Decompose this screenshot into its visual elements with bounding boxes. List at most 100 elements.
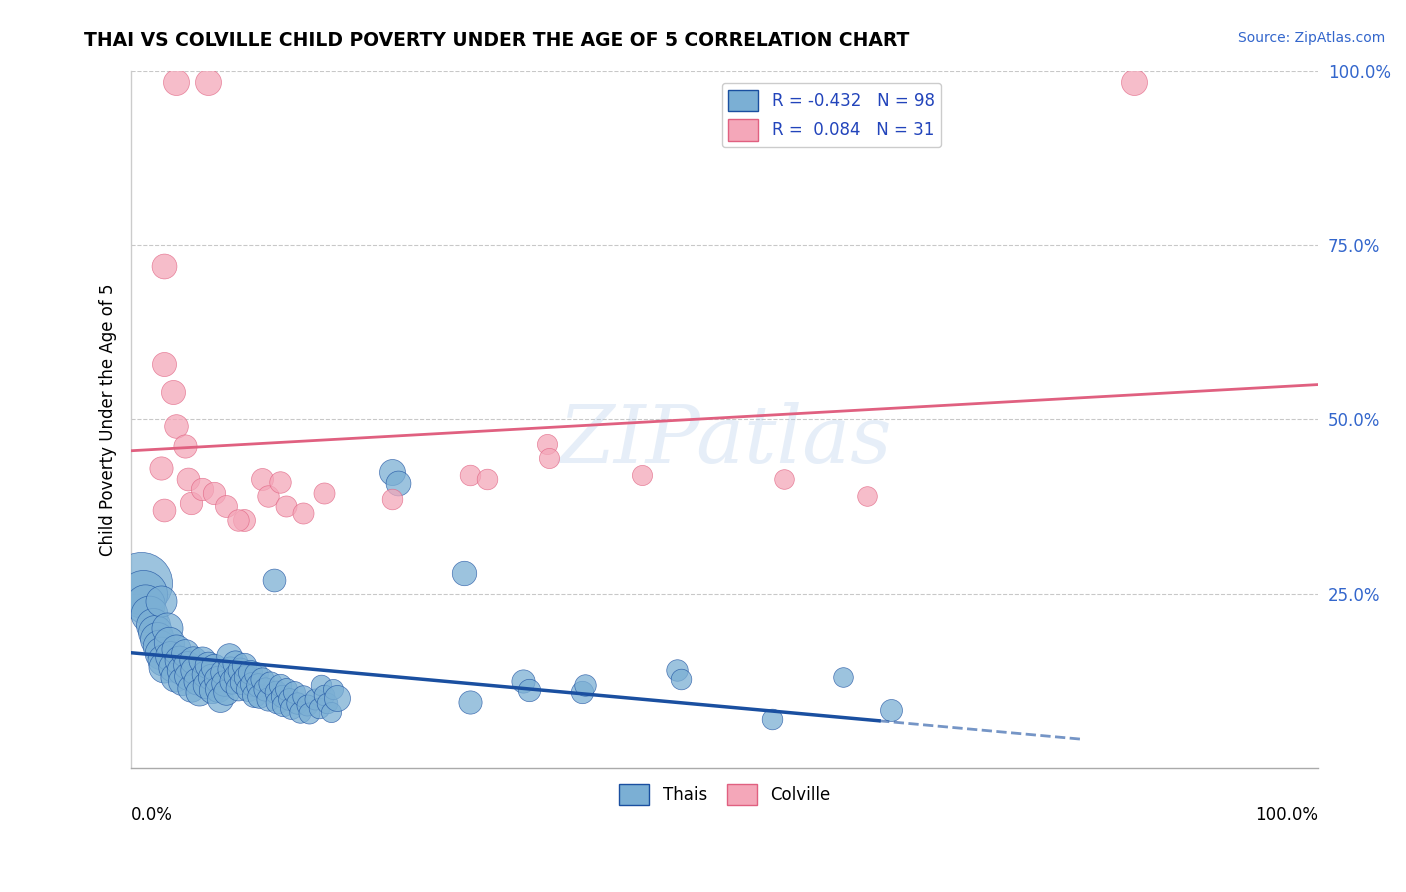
Point bbox=[387, 476, 409, 491]
Point bbox=[153, 659, 176, 673]
Point bbox=[170, 663, 193, 677]
Point bbox=[176, 657, 198, 672]
Point bbox=[538, 450, 561, 465]
Point bbox=[138, 607, 160, 622]
Point bbox=[167, 653, 190, 667]
Point bbox=[832, 670, 855, 684]
Point bbox=[177, 669, 200, 683]
Point bbox=[269, 475, 291, 489]
Point bbox=[194, 666, 217, 681]
Point bbox=[156, 621, 179, 635]
Point bbox=[247, 678, 270, 692]
Point bbox=[512, 673, 534, 688]
Point bbox=[264, 685, 287, 699]
Point bbox=[153, 259, 176, 273]
Point bbox=[319, 705, 342, 719]
Point bbox=[453, 566, 475, 580]
Point bbox=[212, 675, 235, 690]
Point bbox=[233, 657, 256, 672]
Legend: Thais, Colville: Thais, Colville bbox=[613, 777, 837, 812]
Point bbox=[236, 681, 259, 696]
Point bbox=[242, 688, 264, 702]
Point bbox=[856, 489, 879, 503]
Point bbox=[666, 663, 689, 677]
Point bbox=[1123, 74, 1146, 88]
Point bbox=[197, 657, 219, 672]
Point bbox=[266, 694, 288, 708]
Point bbox=[571, 685, 593, 699]
Point bbox=[298, 706, 321, 721]
Point bbox=[316, 696, 339, 710]
Text: 0.0%: 0.0% bbox=[131, 806, 173, 824]
Point bbox=[274, 500, 297, 514]
Point bbox=[165, 642, 187, 657]
Point bbox=[283, 685, 305, 699]
Point bbox=[325, 691, 347, 706]
Point bbox=[322, 681, 344, 696]
Text: Source: ZipAtlas.com: Source: ZipAtlas.com bbox=[1237, 31, 1385, 45]
Point bbox=[207, 681, 229, 696]
Point bbox=[224, 657, 246, 671]
Point bbox=[159, 649, 181, 664]
Point bbox=[761, 712, 783, 726]
Point bbox=[149, 646, 172, 660]
Point bbox=[226, 681, 249, 695]
Point bbox=[278, 692, 301, 706]
Point bbox=[292, 507, 315, 521]
Point bbox=[173, 439, 195, 453]
Point bbox=[295, 698, 318, 712]
Point bbox=[172, 673, 194, 688]
Point bbox=[536, 436, 558, 450]
Point bbox=[162, 384, 184, 399]
Point bbox=[129, 576, 152, 591]
Point bbox=[162, 659, 184, 673]
Point bbox=[271, 698, 294, 712]
Point bbox=[259, 675, 281, 690]
Point bbox=[209, 692, 232, 706]
Point bbox=[249, 689, 271, 703]
Point bbox=[226, 513, 249, 527]
Point bbox=[381, 465, 404, 479]
Point bbox=[205, 672, 228, 686]
Point bbox=[153, 503, 176, 517]
Point bbox=[180, 681, 202, 695]
Point bbox=[146, 632, 169, 646]
Point bbox=[187, 685, 209, 699]
Point bbox=[221, 673, 243, 688]
Point bbox=[250, 472, 273, 486]
Point bbox=[165, 419, 187, 434]
Point bbox=[254, 681, 277, 696]
Point bbox=[215, 685, 238, 699]
Point bbox=[218, 662, 240, 676]
Point bbox=[287, 696, 309, 710]
Point bbox=[202, 485, 225, 500]
Point bbox=[233, 513, 256, 527]
Text: 100.0%: 100.0% bbox=[1256, 806, 1319, 824]
Point bbox=[165, 74, 187, 88]
Point bbox=[202, 659, 225, 673]
Point bbox=[149, 593, 172, 607]
Point bbox=[143, 624, 166, 639]
Point bbox=[153, 357, 176, 371]
Point bbox=[231, 675, 253, 690]
Point bbox=[218, 649, 240, 664]
Point bbox=[288, 705, 311, 719]
Point bbox=[669, 672, 692, 686]
Point bbox=[195, 678, 218, 692]
Point bbox=[215, 500, 238, 514]
Point bbox=[240, 677, 263, 691]
Point bbox=[180, 496, 202, 510]
Point bbox=[173, 646, 195, 660]
Point bbox=[312, 485, 335, 500]
Point bbox=[274, 681, 297, 696]
Point bbox=[250, 672, 273, 686]
Point bbox=[211, 665, 233, 679]
Point bbox=[186, 673, 208, 688]
Point bbox=[263, 573, 285, 587]
Point bbox=[148, 639, 170, 653]
Point bbox=[157, 635, 180, 649]
Point bbox=[191, 653, 214, 667]
Point bbox=[134, 597, 156, 611]
Point bbox=[183, 663, 205, 677]
Point bbox=[292, 689, 315, 703]
